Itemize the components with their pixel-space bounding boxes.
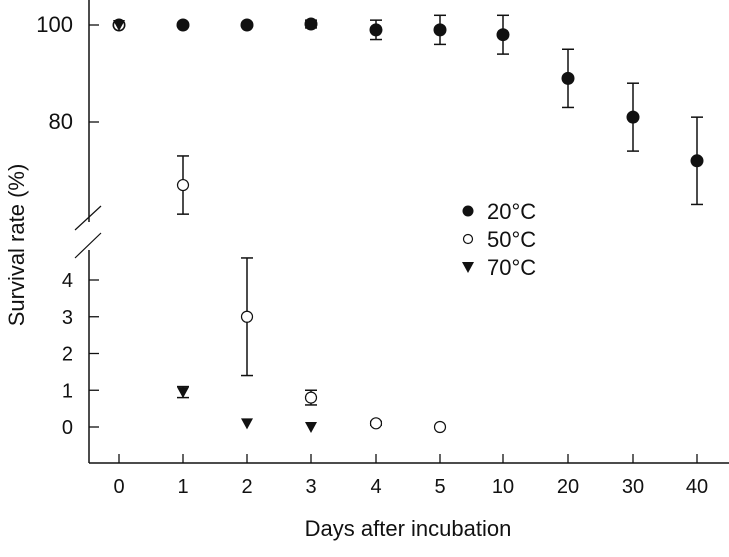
x-tick-label: 20 [557, 476, 579, 498]
x-tick-label: 30 [622, 476, 644, 498]
axis-break-mark [74, 232, 102, 259]
point-50c [176, 178, 190, 192]
x-tick-label: 1 [177, 476, 188, 498]
point-70c [113, 20, 125, 31]
point-20c [433, 23, 447, 37]
point-20c [561, 71, 575, 85]
point-50c [240, 310, 254, 323]
legend-label: 20°C [487, 199, 536, 224]
y-axis-label: Survival rate (%) [4, 164, 29, 327]
y-tick-label: 0 [62, 417, 73, 439]
x-tick-label: 2 [241, 476, 252, 498]
x-tick-label: 5 [434, 476, 445, 498]
x-axis-label: Days after incubation [305, 516, 512, 541]
x-tick-label: 10 [492, 476, 514, 498]
point-20c [496, 28, 510, 42]
legend-label: 50°C [487, 227, 536, 252]
y-tick-label: 100 [36, 12, 73, 37]
point-20c [240, 18, 254, 32]
x-tick-label: 40 [686, 476, 708, 498]
point-20c [304, 17, 318, 31]
y-tick-label: 1 [62, 380, 73, 402]
y-tick-label: 80 [49, 109, 73, 134]
legend: 20°C 50°C 70°C [462, 199, 536, 280]
y-tick-label: 4 [62, 270, 73, 292]
x-tick-label: 3 [305, 476, 316, 498]
legend-marker-1 [462, 233, 474, 245]
point-50c [433, 420, 447, 434]
legend-label: 70°C [487, 255, 536, 280]
data-marks [112, 14, 704, 434]
point-50c [369, 417, 383, 430]
y-tick-label: 3 [62, 307, 73, 329]
point-20c [369, 23, 383, 37]
legend-marker-0 [462, 205, 474, 217]
point-20c [626, 110, 640, 124]
x-tick-label: 4 [370, 476, 381, 498]
point-50c [304, 391, 318, 404]
x-tick-label: 0 [113, 476, 124, 498]
point-70c [177, 387, 189, 399]
legend-marker-2 [462, 262, 474, 273]
y-tick-label: 2 [62, 344, 73, 366]
point-70c [241, 418, 253, 430]
point-70c [305, 422, 317, 433]
point-20c [690, 154, 704, 168]
axis-break-mark [74, 205, 102, 231]
point-20c [176, 18, 190, 32]
